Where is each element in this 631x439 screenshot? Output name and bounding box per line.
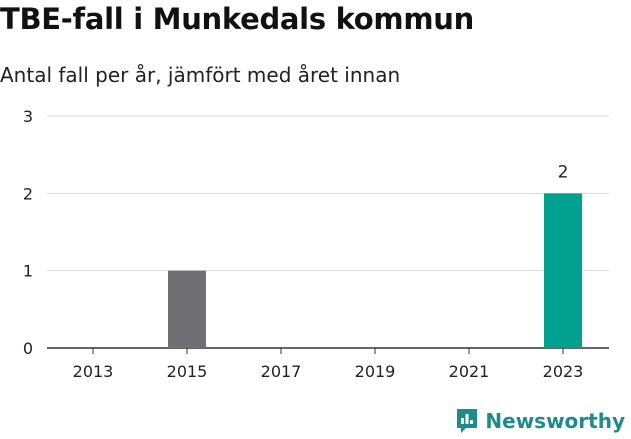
- newsworthy-logo-icon: [457, 409, 478, 433]
- y-tick-label: 1: [23, 262, 33, 281]
- grid-lines: [47, 115, 609, 354]
- bar-2023: [544, 193, 582, 348]
- x-tick-label: 2021: [449, 362, 490, 381]
- newsworthy-logo: Newsworthy: [455, 407, 625, 435]
- x-tick-label: 2015: [167, 362, 208, 381]
- x-tick-label: 2019: [355, 362, 396, 381]
- y-tick-label: 2: [23, 184, 33, 203]
- y-tick-label: 3: [23, 107, 33, 126]
- x-tick-label: 2017: [261, 362, 302, 381]
- bar-2015: [168, 270, 206, 348]
- x-tick-label: 2013: [73, 362, 114, 381]
- chart-subtitle: Antal fall per år, jämfört med året inna…: [0, 63, 401, 87]
- chart-title: TBE-fall i Munkedals kommun: [0, 2, 474, 36]
- data-label: 2: [558, 162, 569, 182]
- bars: [168, 193, 582, 348]
- newsworthy-logo-text: Newsworthy: [485, 409, 625, 433]
- labels: 0 1 2 3 2013 2015 2017 2019 2021 2023 2: [23, 107, 583, 381]
- y-tick-label: 0: [23, 339, 33, 358]
- x-tick-label: 2023: [543, 362, 584, 381]
